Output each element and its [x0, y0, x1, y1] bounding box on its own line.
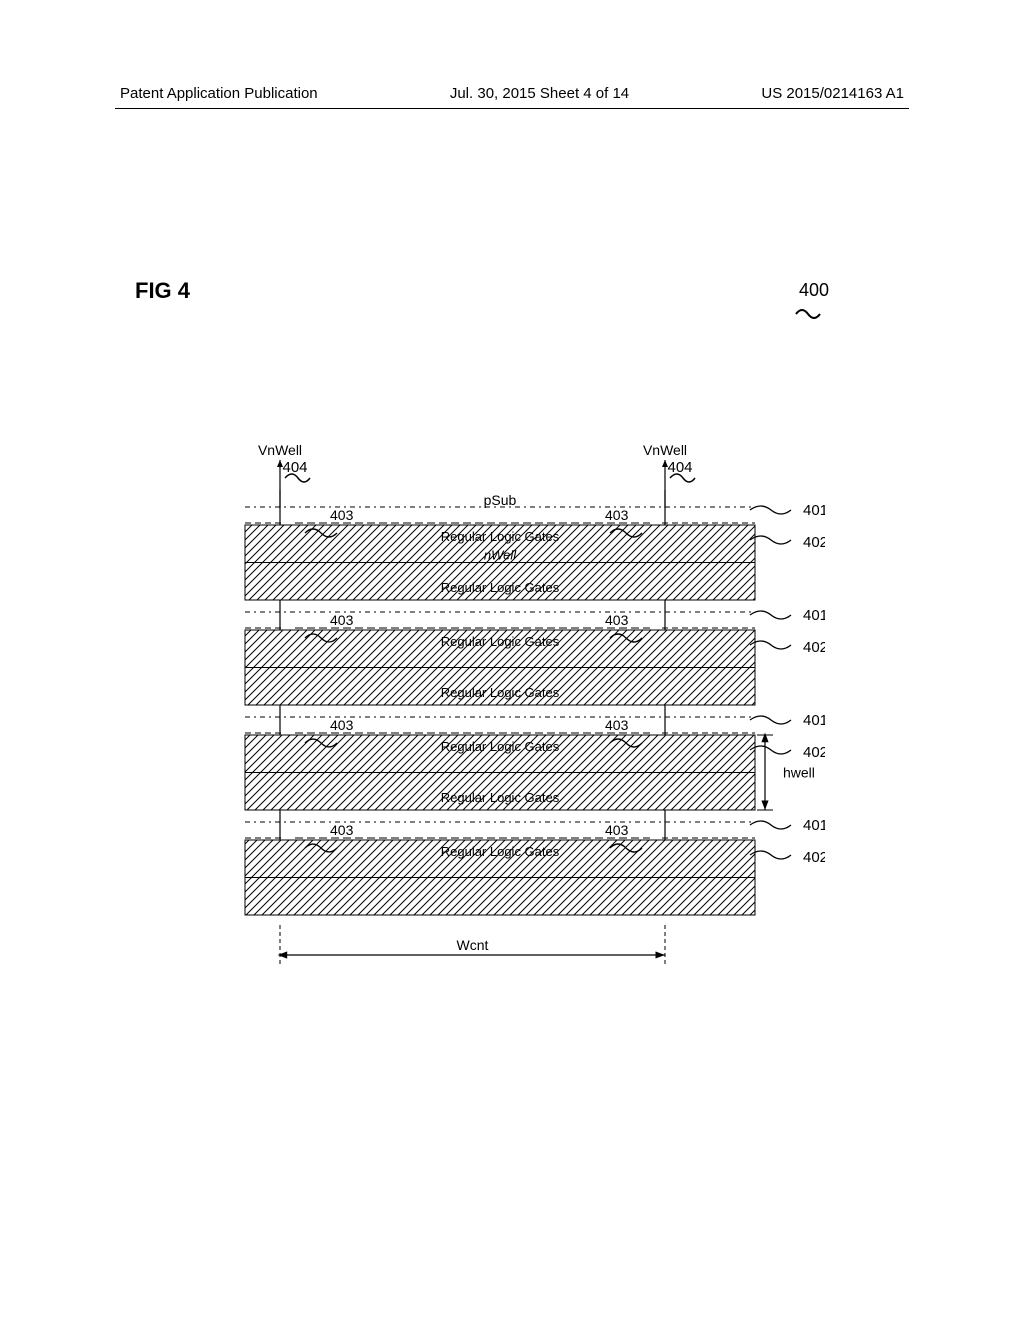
- svg-text:VnWell: VnWell: [258, 442, 302, 458]
- svg-text:Regular Logic Gates: Regular Logic Gates: [441, 634, 560, 649]
- svg-text:Regular Logic Gates: Regular Logic Gates: [441, 685, 560, 700]
- svg-text:402: 402: [803, 744, 825, 761]
- svg-text:Regular Logic Gates: Regular Logic Gates: [441, 790, 560, 805]
- svg-text:401: 401: [803, 607, 825, 624]
- figure-label: FIG 4: [135, 278, 190, 304]
- tilde-icon: [794, 302, 824, 322]
- svg-text:402: 402: [803, 534, 825, 551]
- svg-text:403: 403: [605, 612, 629, 628]
- svg-text:404: 404: [667, 459, 692, 476]
- svg-text:Regular Logic Gates: Regular Logic Gates: [441, 844, 560, 859]
- svg-text:403: 403: [605, 507, 629, 523]
- svg-text:Regular Logic Gates: Regular Logic Gates: [441, 529, 560, 544]
- diagram-svg: VnWell404VnWell404403403Regular Logic Ga…: [225, 440, 825, 1020]
- svg-text:403: 403: [330, 717, 354, 733]
- svg-text:401: 401: [803, 712, 825, 729]
- svg-text:403: 403: [330, 822, 354, 838]
- svg-text:nWell: nWell: [484, 548, 517, 563]
- svg-text:401: 401: [803, 817, 825, 834]
- header-rule: [115, 108, 909, 109]
- svg-text:Wcnt: Wcnt: [457, 937, 489, 953]
- diagram: VnWell404VnWell404403403Regular Logic Ga…: [225, 440, 825, 1000]
- svg-text:403: 403: [605, 717, 629, 733]
- ref-400: 400: [799, 280, 829, 301]
- header-right: US 2015/0214163 A1: [761, 85, 904, 102]
- page: Patent Application Publication Jul. 30, …: [0, 0, 1024, 1320]
- svg-text:pSub: pSub: [484, 492, 517, 508]
- svg-text:403: 403: [330, 507, 354, 523]
- header-center: Jul. 30, 2015 Sheet 4 of 14: [450, 85, 629, 102]
- header-left: Patent Application Publication: [120, 85, 318, 102]
- svg-text:Regular Logic Gates: Regular Logic Gates: [441, 739, 560, 754]
- svg-text:402: 402: [803, 639, 825, 656]
- svg-text:Regular Logic Gates: Regular Logic Gates: [441, 580, 560, 595]
- svg-text:402: 402: [803, 849, 825, 866]
- svg-text:VnWell: VnWell: [643, 442, 687, 458]
- header: Patent Application Publication Jul. 30, …: [0, 85, 1024, 102]
- svg-text:403: 403: [605, 822, 629, 838]
- svg-text:401: 401: [803, 502, 825, 519]
- svg-text:403: 403: [330, 612, 354, 628]
- svg-text:404: 404: [282, 459, 307, 476]
- svg-text:hwell: hwell: [783, 765, 815, 781]
